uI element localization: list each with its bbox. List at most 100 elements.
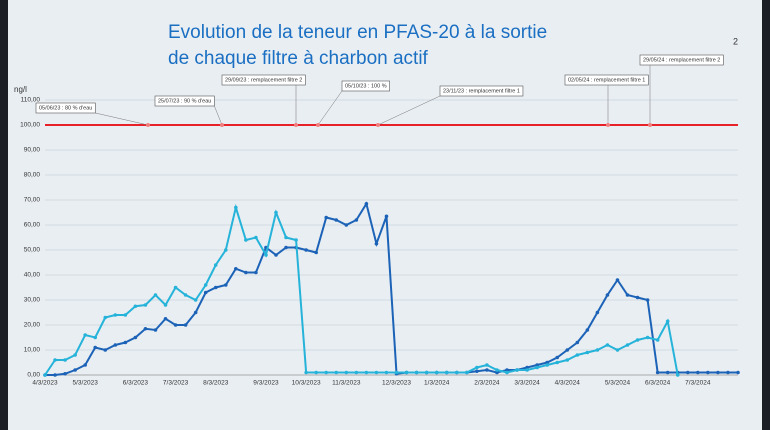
data-point xyxy=(334,218,339,222)
data-point xyxy=(173,323,178,327)
data-point xyxy=(535,363,539,367)
data-point xyxy=(615,348,620,352)
data-point xyxy=(103,348,108,352)
data-point xyxy=(73,368,77,372)
data-point xyxy=(364,201,369,206)
data-point xyxy=(354,218,359,222)
data-point xyxy=(384,214,389,219)
annotation-dot xyxy=(220,123,224,127)
x-tick-label: 4/3/2024 xyxy=(555,380,581,387)
data-point xyxy=(565,348,570,352)
data-point xyxy=(234,266,238,271)
x-tick-label: 8/3/2023 xyxy=(203,380,229,387)
data-point xyxy=(133,304,138,309)
annotation-box xyxy=(154,95,215,107)
x-tick-label: 9/3/2023 xyxy=(253,380,279,387)
data-point xyxy=(685,370,690,375)
data-point xyxy=(565,358,570,362)
data-point xyxy=(454,370,459,375)
y-axis-label: ng/l xyxy=(14,85,27,94)
data-point xyxy=(203,283,208,287)
annotation-box xyxy=(564,74,649,86)
data-point xyxy=(183,293,188,297)
data-point xyxy=(324,215,329,220)
data-point xyxy=(605,343,610,347)
annotation-dot xyxy=(146,123,150,127)
annotation-box xyxy=(221,74,306,86)
y-tick-label: 60,00 xyxy=(24,222,41,229)
data-point xyxy=(254,270,258,275)
data-point xyxy=(183,323,188,327)
data-point xyxy=(374,241,379,246)
data-point xyxy=(93,335,98,340)
data-point xyxy=(223,283,228,287)
x-tick-label: 4/3/2023 xyxy=(32,380,58,387)
data-point xyxy=(444,370,449,375)
x-tick-label: 10/3/2023 xyxy=(292,380,321,387)
data-point xyxy=(655,370,660,375)
data-point xyxy=(163,303,168,307)
data-point xyxy=(645,298,650,302)
data-point xyxy=(264,253,268,257)
data-point xyxy=(615,278,620,282)
data-point xyxy=(103,315,108,320)
data-point xyxy=(374,370,379,375)
data-point xyxy=(475,365,479,370)
data-point xyxy=(716,370,720,375)
data-point xyxy=(254,235,258,240)
data-point xyxy=(53,358,57,362)
data-point xyxy=(213,285,218,290)
y-tick-label: 10,00 xyxy=(24,347,41,354)
data-point xyxy=(465,370,469,375)
data-point xyxy=(645,335,650,340)
annotation-dot xyxy=(606,123,610,127)
data-point xyxy=(495,370,499,375)
data-point xyxy=(424,370,429,375)
series-line xyxy=(45,201,738,376)
data-point xyxy=(655,338,660,342)
data-point xyxy=(485,368,489,372)
data-point xyxy=(505,370,509,375)
x-tick-label: 2/3/2024 xyxy=(474,380,500,387)
data-point xyxy=(545,363,549,367)
annotation-leader xyxy=(95,112,149,126)
data-point xyxy=(123,340,128,345)
data-point xyxy=(284,245,288,250)
data-point xyxy=(736,370,740,375)
y-tick-label: 100,00 xyxy=(20,122,40,129)
annotation-box xyxy=(35,102,96,114)
data-point xyxy=(314,250,318,255)
data-point xyxy=(555,355,560,360)
annotation-dot xyxy=(648,123,652,127)
y-tick-label: 0,00 xyxy=(27,372,40,379)
data-point xyxy=(274,253,278,257)
data-point xyxy=(384,370,389,375)
x-tick-label: 11/3/2023 xyxy=(332,380,361,387)
data-point xyxy=(525,368,529,372)
data-point xyxy=(274,210,278,215)
data-point xyxy=(314,370,318,375)
data-point xyxy=(635,295,640,300)
y-tick-label: 20,00 xyxy=(24,322,41,329)
data-point xyxy=(545,360,549,365)
data-point xyxy=(223,248,228,252)
data-point xyxy=(83,363,87,367)
data-point xyxy=(344,223,349,227)
data-point xyxy=(334,370,339,375)
data-point xyxy=(625,293,630,297)
x-tick-label: 5/3/2024 xyxy=(605,380,631,387)
x-tick-label: 3/3/2024 xyxy=(514,380,540,387)
data-point xyxy=(394,370,399,375)
data-point xyxy=(485,363,489,367)
data-point xyxy=(505,368,509,372)
chart-title-line: de chaque filtre à charbon actif xyxy=(168,48,429,69)
data-point xyxy=(304,248,308,252)
data-point xyxy=(605,293,610,297)
data-point xyxy=(495,368,499,372)
y-tick-label: 110,00 xyxy=(21,97,41,104)
annotation-dot xyxy=(294,123,298,127)
data-point xyxy=(244,238,248,242)
data-point xyxy=(525,365,529,370)
data-point xyxy=(234,205,238,210)
